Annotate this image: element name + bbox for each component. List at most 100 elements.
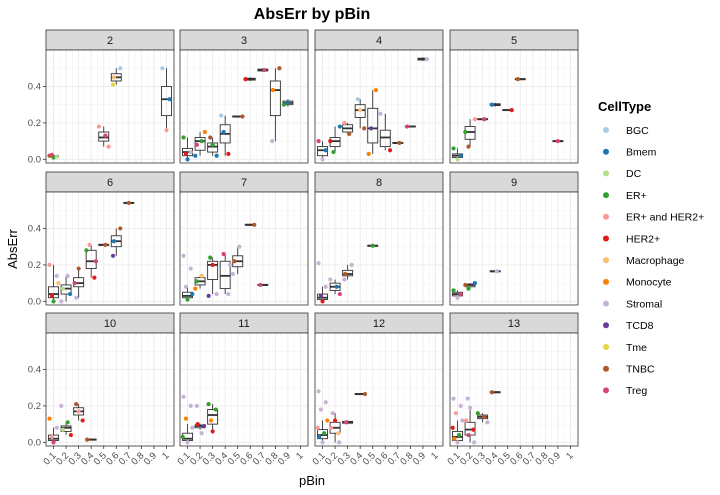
- x-tick-label: 0.9: [276, 450, 293, 467]
- facet-strip-label: 12: [373, 318, 385, 330]
- facet-panel-10: 100.00.20.40.10.20.30.40.50.60.70.80.9 1: [28, 312, 175, 467]
- legend-entry: ER+ and HER2+: [603, 212, 704, 224]
- data-point: [320, 440, 325, 445]
- data-point: [281, 102, 287, 107]
- data-point: [463, 418, 469, 423]
- box-x-0.3: [207, 257, 219, 295]
- data-point: [110, 82, 116, 87]
- box-x-0.6: [379, 113, 391, 151]
- data-point: [316, 139, 321, 144]
- legend-key: [603, 300, 609, 307]
- data-point: [337, 291, 342, 297]
- facet-strip-label: 6: [107, 177, 113, 189]
- data-point: [195, 422, 200, 427]
- data-point: [366, 151, 371, 156]
- data-point: [60, 286, 65, 291]
- data-point: [466, 144, 471, 149]
- data-point: [226, 151, 231, 156]
- data-point: [183, 416, 189, 421]
- data-point: [475, 411, 480, 416]
- data-point: [226, 291, 231, 297]
- data-point: [185, 297, 190, 302]
- data-point: [472, 117, 477, 122]
- data-point: [334, 284, 339, 289]
- data-point: [185, 440, 190, 445]
- data-point: [194, 279, 199, 284]
- data-point: [343, 420, 349, 425]
- panel-border: [314, 332, 444, 447]
- legend-label: Macrophage: [626, 255, 685, 267]
- legend-entry: Treg: [603, 385, 647, 397]
- data-point: [193, 153, 198, 158]
- legend-key: [603, 344, 609, 350]
- data-point: [322, 431, 327, 436]
- data-point: [65, 420, 70, 425]
- data-point: [93, 259, 99, 264]
- data-point: [60, 427, 65, 432]
- legend-entry: Monocyte: [603, 277, 672, 289]
- data-point: [458, 403, 463, 409]
- data-point: [387, 148, 393, 153]
- data-point: [270, 87, 276, 93]
- data-point: [331, 149, 336, 155]
- x-tick-label: 1: [294, 450, 306, 462]
- data-point: [452, 436, 457, 441]
- legend-entry: ER+: [603, 190, 647, 202]
- data-point: [349, 262, 354, 268]
- data-point: [328, 277, 333, 282]
- data-point: [315, 425, 320, 430]
- data-point: [181, 135, 186, 140]
- x-tick-label: 1: [429, 450, 441, 462]
- facet-strip-label: 8: [376, 177, 382, 189]
- data-point: [188, 149, 193, 155]
- data-point: [457, 432, 462, 438]
- data-point: [103, 133, 108, 138]
- data-point: [343, 271, 348, 277]
- data-point: [221, 129, 226, 135]
- x-tick-label: 0.9: [411, 450, 428, 467]
- facet-panel-4: 4: [314, 29, 444, 164]
- data-point: [240, 114, 245, 119]
- data-point: [243, 77, 248, 82]
- y-axis-title: AbsErr: [5, 228, 20, 268]
- legend-label: TNBC: [626, 364, 655, 376]
- data-point: [347, 131, 352, 136]
- data-point: [190, 425, 195, 430]
- data-point: [206, 293, 211, 298]
- data-point: [318, 293, 324, 298]
- data-point: [355, 97, 360, 102]
- legend-label: Treg: [626, 385, 647, 397]
- data-point: [201, 423, 207, 429]
- data-point: [252, 222, 257, 227]
- data-point: [465, 396, 470, 401]
- data-point: [277, 66, 282, 71]
- data-point: [54, 273, 59, 278]
- data-point: [111, 75, 116, 80]
- data-point: [210, 429, 215, 434]
- panel-border: [449, 49, 579, 164]
- legend-entry: TCD8: [603, 320, 654, 332]
- legend-key: [603, 257, 609, 264]
- facet-panel-6: 6 0.0 0.2 0.4: [28, 171, 175, 308]
- data-point: [362, 391, 368, 397]
- data-point: [463, 282, 468, 288]
- data-point: [68, 432, 73, 438]
- legend-label: BGC: [626, 125, 649, 137]
- data-point: [262, 67, 267, 73]
- data-point: [188, 266, 193, 271]
- x-tick-label: 0.9: [546, 450, 563, 467]
- legend-entry: DC: [603, 168, 642, 180]
- data-point: [54, 425, 59, 430]
- data-point: [342, 277, 347, 282]
- data-point: [336, 440, 342, 445]
- facet-strip-label: 13: [508, 318, 520, 330]
- y-tick-label: 0.0: [28, 438, 41, 449]
- data-point: [214, 291, 219, 297]
- panel-border: [179, 49, 309, 164]
- panel-border: [45, 49, 175, 164]
- data-point: [111, 239, 116, 244]
- legend-label: Monocyte: [626, 277, 672, 289]
- data-point: [74, 401, 79, 407]
- data-point: [190, 291, 195, 297]
- data-point: [202, 129, 207, 135]
